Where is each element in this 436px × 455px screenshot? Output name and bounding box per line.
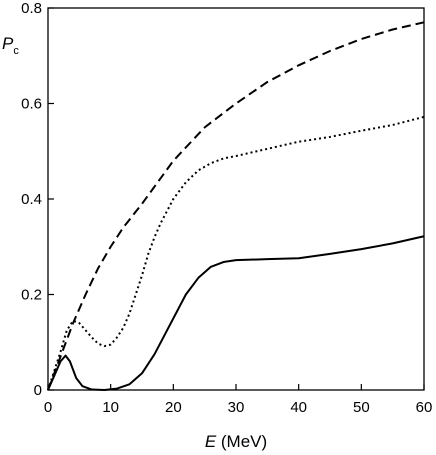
x-axis-label: E (MeV) [205,432,267,451]
x-tick-label: 40 [290,399,307,416]
series-layer [47,21,425,391]
y-tick-label: 0.4 [21,191,42,208]
series-line-dotted [47,115,425,391]
x-axis-label-unit: (MeV) [216,432,267,451]
y-axis-label: Pc [2,34,19,57]
y-tick-label: 0.2 [21,287,42,304]
x-axis-label-var: E [205,432,217,451]
y-tick-label: 0 [34,382,42,399]
series-line-dashed [47,21,425,391]
x-tick-label: 30 [228,399,245,416]
x-axis-ticks: 0 10 20 30 40 50 60 [44,384,433,416]
plot-frame [47,7,425,391]
x-tick-label: 60 [416,399,433,416]
y-axis-ticks: 0 0.2 0.4 0.6 0.8 [21,0,54,399]
x-tick-label: 10 [102,399,119,416]
y-tick-label: 0.6 [21,96,42,113]
x-tick-label: 20 [165,399,182,416]
x-tick-label: 50 [353,399,370,416]
series-line-solid [47,235,425,391]
y-axis-label-sub: c [13,45,19,57]
y-tick-label: 0.8 [21,0,42,17]
x-tick-label: 0 [44,399,52,416]
y-axis-label-var: P [2,34,14,53]
